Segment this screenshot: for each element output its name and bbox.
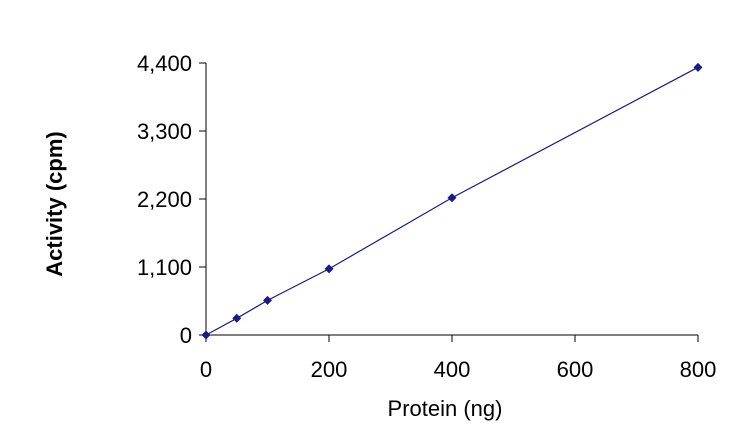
x-axis-title: Protein (ng) [388,396,503,421]
series-group [201,62,703,340]
data-point [201,330,211,340]
y-axis-title: Activity (cpm) [42,131,67,276]
data-point [324,264,334,274]
x-tick-label: 800 [680,357,717,382]
y-ticks: 0 1,100 2,200 3,300 4,400 [137,51,206,348]
x-tick-label: 600 [557,357,594,382]
data-point [693,62,703,72]
series-line [205,66,699,336]
y-tick-label: 1,100 [137,255,192,280]
x-tick-label: 0 [200,357,212,382]
x-tick-label: 200 [311,357,348,382]
x-tick-label: 400 [434,357,471,382]
y-tick-label: 3,300 [137,119,192,144]
data-point [447,193,457,203]
y-tick-label: 0 [180,323,192,348]
y-tick-label: 4,400 [137,51,192,76]
data-point [263,295,272,305]
y-tick-label: 2,200 [137,187,192,212]
data-point [232,313,242,323]
x-ticks: 0 200 400 600 800 [200,335,716,382]
